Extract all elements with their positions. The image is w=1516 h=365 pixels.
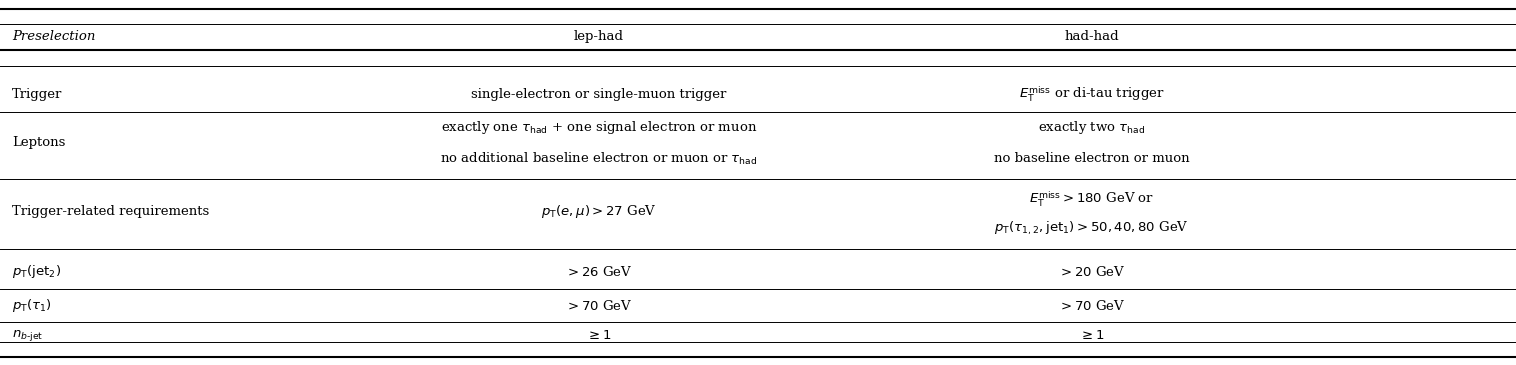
Text: $E_{\mathrm{T}}^{\mathrm{miss}} > 180$ GeV or: $E_{\mathrm{T}}^{\mathrm{miss}} > 180$ G… xyxy=(1029,189,1154,209)
Text: lep-had: lep-had xyxy=(575,30,623,43)
Text: $> 70$ GeV: $> 70$ GeV xyxy=(565,299,632,313)
Text: Leptons: Leptons xyxy=(12,136,65,149)
Text: exactly two $\tau_{\mathrm{had}}$: exactly two $\tau_{\mathrm{had}}$ xyxy=(1038,119,1145,136)
Text: $n_{b\text{-jet}}$: $n_{b\text{-jet}}$ xyxy=(12,327,44,343)
Text: Trigger: Trigger xyxy=(12,88,62,101)
Text: Preselection: Preselection xyxy=(12,30,96,43)
Text: $p_{\mathrm{T}}(e,\mu) > 27$ GeV: $p_{\mathrm{T}}(e,\mu) > 27$ GeV xyxy=(541,203,656,220)
Text: exactly one $\tau_{\mathrm{had}}$ + one signal electron or muon: exactly one $\tau_{\mathrm{had}}$ + one … xyxy=(441,119,756,136)
Text: single-electron or single-muon trigger: single-electron or single-muon trigger xyxy=(471,88,726,101)
Text: Trigger-related requirements: Trigger-related requirements xyxy=(12,205,209,218)
Text: no additional baseline electron or muon or $\tau_{\mathrm{had}}$: no additional baseline electron or muon … xyxy=(440,151,758,167)
Text: no baseline electron or muon: no baseline electron or muon xyxy=(993,152,1190,165)
Text: $p_{\mathrm{T}}(\mathrm{jet}_{2})$: $p_{\mathrm{T}}(\mathrm{jet}_{2})$ xyxy=(12,264,61,280)
Text: $E_{\mathrm{T}}^{\mathrm{miss}}$ or di-tau trigger: $E_{\mathrm{T}}^{\mathrm{miss}}$ or di-t… xyxy=(1019,84,1164,104)
Text: $> 70$ GeV: $> 70$ GeV xyxy=(1058,299,1125,313)
Text: $> 20$ GeV: $> 20$ GeV xyxy=(1058,265,1125,279)
Text: $\geq 1$: $\geq 1$ xyxy=(587,328,611,342)
Text: $\geq 1$: $\geq 1$ xyxy=(1079,328,1104,342)
Text: $p_{\mathrm{T}}(\tau_{1,2}, \mathrm{jet}_{1}) > 50, 40, 80$ GeV: $p_{\mathrm{T}}(\tau_{1,2}, \mathrm{jet}… xyxy=(994,219,1189,237)
Text: had-had: had-had xyxy=(1064,30,1119,43)
Text: $> 26$ GeV: $> 26$ GeV xyxy=(565,265,632,279)
Text: $p_{\mathrm{T}}(\tau_{1})$: $p_{\mathrm{T}}(\tau_{1})$ xyxy=(12,297,52,314)
